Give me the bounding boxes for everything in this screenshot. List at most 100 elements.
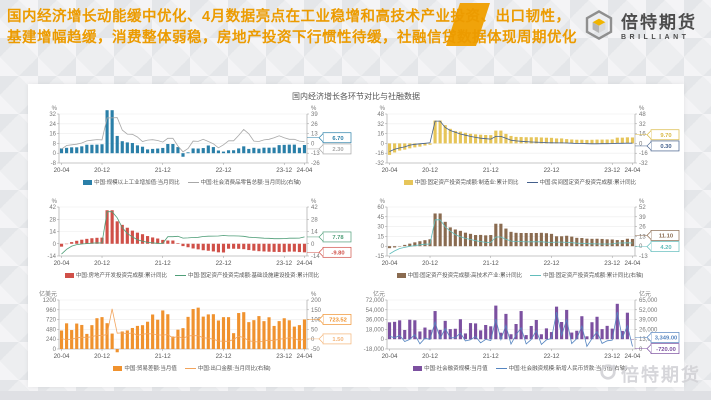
line-series — [61, 211, 305, 255]
bottom-strip — [0, 391, 711, 400]
svg-text:60: 60 — [377, 205, 384, 211]
svg-text:18,000: 18,000 — [366, 327, 385, 333]
svg-text:15: 15 — [377, 234, 384, 240]
svg-text:39: 39 — [311, 112, 318, 118]
svg-text:-32: -32 — [375, 161, 384, 167]
svg-text:亿元: 亿元 — [373, 290, 385, 298]
chart-plot: 60 45 30 15 0 -15 52 39 26 13 0 -13% % 20-04 20-12 21-1… — [375, 199, 680, 267]
svg-text:-14: -14 — [47, 254, 56, 260]
hex-cube-icon — [583, 9, 615, 46]
svg-text:21-12: 21-12 — [155, 353, 171, 360]
svg-text:20-12: 20-12 — [422, 167, 438, 174]
svg-text:720: 720 — [46, 318, 57, 324]
svg-text:2.30: 2.30 — [332, 147, 343, 153]
legend-item: 中国:贸易差额:当月值 — [113, 364, 177, 372]
bar-series — [59, 210, 307, 253]
svg-text:52,000: 52,000 — [639, 308, 658, 314]
legend-item: 中国:出口金额:当月同比(右轴) — [184, 364, 271, 372]
svg-text:21-12: 21-12 — [483, 353, 499, 360]
chart-legend: 中国:规模以上工业增加值:当月同比 中国:社会消费品零售总额:当月同比(右轴) — [28, 178, 356, 186]
line-series — [389, 311, 633, 348]
svg-text:14: 14 — [311, 230, 318, 236]
line-series — [389, 120, 633, 152]
svg-text:-8: -8 — [51, 161, 57, 167]
svg-text:23-12: 23-12 — [604, 260, 620, 267]
svg-text:%: % — [380, 199, 386, 205]
legend-item: 中国:固定资产投资完成额:高技术产业:累计同比 — [396, 271, 522, 279]
svg-text:-9.80: -9.80 — [331, 251, 344, 257]
svg-text:24-04: 24-04 — [625, 353, 641, 360]
svg-text:26: 26 — [639, 225, 646, 231]
svg-text:24-04: 24-04 — [297, 353, 313, 360]
svg-text:3,349.00: 3,349.00 — [655, 336, 678, 342]
svg-text:22-12: 22-12 — [216, 167, 232, 174]
svg-text:20-12: 20-12 — [94, 353, 110, 360]
svg-text:20-04: 20-04 — [382, 260, 398, 267]
brand-name-cn: 倍特期货 — [621, 13, 697, 32]
svg-text:28: 28 — [49, 217, 56, 223]
svg-text:54,000: 54,000 — [366, 308, 385, 314]
svg-text:1.50: 1.50 — [332, 337, 343, 343]
charts-panel: 国内经济增长各环节对比与社融数据 32 24 16 8 0 -8 39 26 13 0 -13 -26… — [28, 84, 684, 387]
svg-text:-16: -16 — [639, 151, 648, 157]
svg-text:%: % — [311, 292, 317, 298]
svg-text:20-04: 20-04 — [54, 167, 70, 174]
svg-text:42: 42 — [311, 205, 318, 211]
brand-logo: 倍特期货 BRILLIANT — [583, 9, 697, 46]
line-series — [389, 219, 633, 255]
legend-item: 中国:固定资产投资完成额:基础设施建设投资:累计同比 — [174, 271, 319, 279]
chart-trade-balance-and-exports: 1200 960 720 480 240 0 200 150 100 50 0 -50 亿美元% 20-0… — [28, 289, 356, 382]
svg-text:24-04: 24-04 — [297, 260, 313, 267]
legend-item: 中国:固定资产投资完成额:累计同比(右轴) — [530, 271, 643, 279]
svg-text:48: 48 — [639, 112, 646, 118]
svg-text:13: 13 — [311, 132, 318, 138]
chart-legend: 中国:固定资产投资完成额:高技术产业:累计同比 中国:固定资产投资完成额:累计同比… — [356, 271, 684, 279]
svg-text:48: 48 — [377, 112, 384, 118]
svg-text:1200: 1200 — [43, 298, 57, 304]
chart-plot: 32 24 16 8 0 -8 39 26 13 0 -13 -26% % 20-04 20-12 21-12… — [49, 106, 352, 174]
svg-text:24-04: 24-04 — [625, 167, 641, 174]
svg-text:亿美元: 亿美元 — [39, 290, 57, 298]
svg-text:16: 16 — [377, 132, 384, 138]
svg-text:20-04: 20-04 — [382, 353, 398, 360]
svg-text:%: % — [311, 106, 317, 112]
svg-text:45: 45 — [377, 215, 384, 221]
svg-text:21-12: 21-12 — [155, 260, 171, 267]
svg-text:20-04: 20-04 — [382, 167, 398, 174]
svg-text:%: % — [639, 106, 645, 112]
svg-text:7.78: 7.78 — [332, 235, 344, 241]
svg-text:20-04: 20-04 — [54, 353, 70, 360]
svg-text:0: 0 — [311, 337, 315, 343]
svg-text:20-12: 20-12 — [94, 167, 110, 174]
header-banner: 国内经济增长动能缓中优化、4月数据亮点在工业稳增和高技术产业投资、出口韧性， 基… — [0, 0, 711, 54]
svg-text:11.10: 11.10 — [659, 234, 673, 240]
svg-text:-50: -50 — [311, 347, 320, 353]
svg-text:72,000: 72,000 — [366, 298, 385, 304]
svg-text:0: 0 — [53, 151, 57, 157]
svg-text:-16: -16 — [375, 151, 384, 157]
svg-text:20-12: 20-12 — [422, 353, 438, 360]
line-series — [61, 308, 305, 343]
svg-text:42: 42 — [49, 205, 56, 211]
svg-text:23-12: 23-12 — [276, 353, 292, 360]
svg-text:13: 13 — [639, 234, 646, 240]
chart-real-estate-and-infrastructure: 42 28 14 0 -14 42 28 14 0 -14%% 20-04 20-12 21-12 22-… — [28, 196, 356, 289]
svg-text:22-12: 22-12 — [544, 260, 560, 267]
chart-legend: 中国:房地产开发投资完成额:累计同比 中国:固定资产投资完成额:基础设施建设投资:… — [28, 271, 356, 279]
svg-text:723.52: 723.52 — [329, 318, 347, 324]
svg-text:22-12: 22-12 — [544, 353, 560, 360]
legend-item: 中国:规模以上工业增加值:当月同比 — [83, 178, 180, 186]
legend-item: 中国:社会消费品零售总额:当月同比(右轴) — [187, 178, 301, 186]
svg-text:65,000: 65,000 — [639, 298, 658, 304]
svg-text:22-12: 22-12 — [216, 260, 232, 267]
panel-title: 国内经济增长各环节对比与社融数据 — [292, 92, 420, 101]
svg-text:0: 0 — [639, 244, 643, 250]
headline-line2: 基建增幅趋缓，消费整体弱稳，房地产投资下行惯性待缓，社融信贷数据体现周期优化 — [7, 30, 577, 46]
svg-text:%: % — [639, 199, 645, 205]
svg-text:-18,000: -18,000 — [364, 347, 385, 353]
svg-text:%: % — [311, 199, 317, 205]
svg-text:20-12: 20-12 — [422, 260, 438, 267]
legend-item: 中国:房地产开发投资完成额:累计同比 — [64, 271, 167, 279]
svg-text:0: 0 — [53, 242, 57, 248]
